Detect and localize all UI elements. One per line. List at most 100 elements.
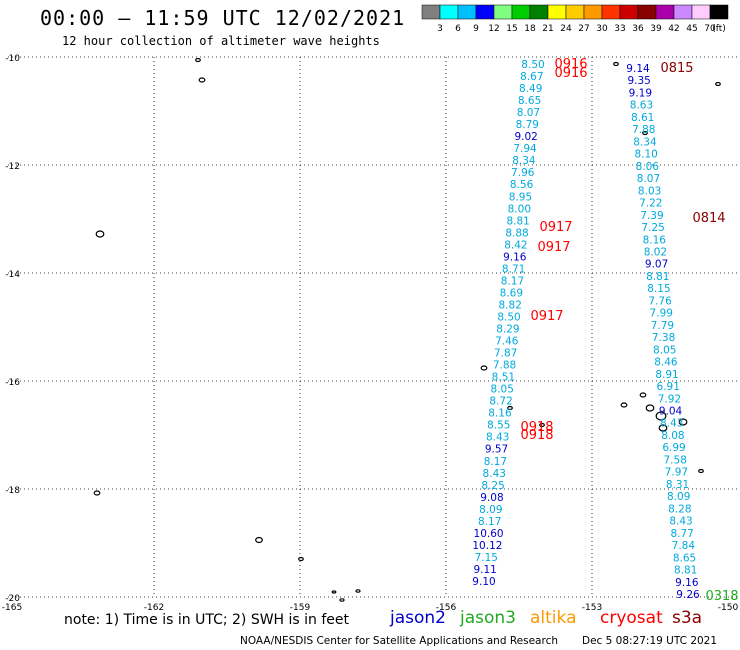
color-scale-label: 9: [473, 24, 479, 34]
wave-height-label: 7.46: [495, 336, 519, 348]
longitude-tick-label: -156: [436, 603, 457, 613]
color-swatch: [709, 4, 729, 20]
island-outline: [355, 589, 361, 593]
color-swatch: [421, 4, 441, 20]
generated-timestamp: Dec 5 08:27:19 UTC 2021: [582, 635, 718, 647]
color-swatch: [565, 4, 585, 20]
color-swatch: [691, 4, 711, 20]
pass-time-label: 0917: [539, 220, 572, 235]
color-scale-label: 30: [596, 24, 608, 34]
wave-height-label: 8.65: [673, 552, 696, 564]
wave-height-label: 10.60: [474, 528, 504, 540]
island-outline: [655, 411, 667, 421]
wave-height-label: 8.42: [504, 239, 527, 251]
color-swatch: [475, 4, 495, 20]
pass-time-label: 0916: [554, 66, 587, 81]
color-swatch: [547, 4, 567, 20]
wave-height-label: 7.99: [650, 308, 673, 320]
footnote: note: 1) Time is in UTC; 2) SWH is in fe…: [64, 612, 350, 628]
pass-time-label: 0918: [520, 420, 553, 435]
pass-time-label: 0918: [520, 428, 553, 443]
wave-height-label: 9.02: [514, 131, 537, 143]
legend-jason2: jason2: [390, 608, 446, 628]
pass-time-label: 0815: [660, 61, 693, 76]
legend-cryosat: cryosat: [600, 608, 663, 628]
wave-height-label: 8.29: [496, 324, 519, 336]
wave-height-label: 8.17: [501, 275, 524, 287]
wave-height-label: 8.71: [502, 263, 525, 275]
wave-height-label: 8.17: [484, 456, 507, 468]
island-outline: [480, 365, 488, 371]
longitude-tick-label: -159: [290, 603, 311, 613]
wave-height-label: 9.11: [473, 564, 496, 576]
island-outline: [539, 422, 545, 428]
wave-height-label: 7.96: [511, 167, 535, 179]
wave-height-label: 8.25: [481, 480, 504, 492]
color-scale-label: 24: [560, 24, 572, 34]
wave-height-label: 8.69: [500, 287, 523, 299]
wave-height-label: 8.16: [643, 234, 667, 246]
wave-height-label: 8.00: [508, 203, 531, 215]
island-outline: [620, 402, 628, 408]
wave-height-label: 8.06: [636, 161, 660, 173]
color-swatch: [637, 4, 657, 20]
wave-height-label: 8.07: [517, 107, 540, 119]
color-swatch: [493, 4, 513, 20]
wave-height-label: 9.26: [676, 589, 700, 601]
color-scale-label: 18: [524, 24, 536, 34]
latitude-tick-label: -14: [5, 270, 20, 280]
wave-height-label: 8.91: [655, 369, 678, 381]
island-outline: [645, 404, 655, 412]
wave-height-label: 9.57: [485, 444, 508, 456]
wave-height-label: 8.43: [486, 432, 509, 444]
wave-height-label: 8.43: [483, 468, 506, 480]
wave-height-label: 8.16: [488, 408, 512, 420]
color-swatch: [511, 4, 531, 20]
pass-time-label: 0814: [692, 211, 725, 226]
island-outline: [715, 81, 721, 87]
color-swatch: [619, 4, 639, 20]
pass-time-label: 0318: [705, 589, 738, 604]
latitude-tick-label: -20: [5, 594, 20, 604]
wave-height-label: 8.51: [492, 372, 515, 384]
wave-height-label: 7.76: [648, 295, 672, 307]
wave-height-label: 7.25: [641, 222, 664, 234]
wave-height-label: 8.15: [647, 283, 670, 295]
wave-height-label: 7.88: [493, 360, 516, 372]
page-title: 00:00 – 11:59 UTC 12/02/2021: [40, 6, 406, 30]
wave-height-label: 6.99: [662, 442, 685, 454]
island-outline: [93, 490, 101, 496]
wave-height-label: 8.63: [630, 100, 653, 112]
wave-height-label: 9.16: [675, 577, 699, 589]
color-swatch: [457, 4, 477, 20]
wave-height-label: 8.81: [674, 565, 697, 577]
color-scale-bar: 3 6 9 12 15 18 21 24 27 30 33 36 39 42 45 70(ft): [421, 4, 729, 34]
latitude-tick-label: -16: [5, 378, 20, 388]
color-scale-label: 39: [650, 24, 662, 34]
color-swatch: [673, 4, 693, 20]
longitude-tick-label: -153: [582, 603, 602, 613]
latitude-tick-label: -18: [5, 486, 20, 496]
island-outline: [678, 418, 688, 426]
wave-height-label: 8.72: [489, 396, 512, 408]
color-swatch: [655, 4, 675, 20]
longitude-tick-label: -150: [718, 603, 739, 613]
wave-height-label: 7.94: [513, 143, 537, 155]
legend-altika: altika: [530, 608, 577, 628]
wave-height-label: 6.91: [657, 381, 680, 393]
wave-height-label: 8.43: [669, 516, 692, 528]
color-scale-label: 42: [668, 24, 679, 34]
pass-time-label: 0916: [554, 57, 587, 72]
island-outline: [255, 536, 263, 544]
legend-s3a: s3a: [672, 608, 703, 628]
latitude-tick-label: -12: [5, 162, 20, 172]
wave-height-label: 7.87: [494, 348, 517, 360]
island-outline: [639, 392, 647, 398]
wave-height-label: 8.46: [654, 357, 678, 369]
island-outline: [298, 556, 304, 562]
island-outline: [195, 57, 201, 63]
wave-height-label: 9.07: [645, 259, 668, 271]
wave-height-label: 8.65: [518, 95, 541, 107]
color-scale-label: 6: [455, 24, 461, 34]
